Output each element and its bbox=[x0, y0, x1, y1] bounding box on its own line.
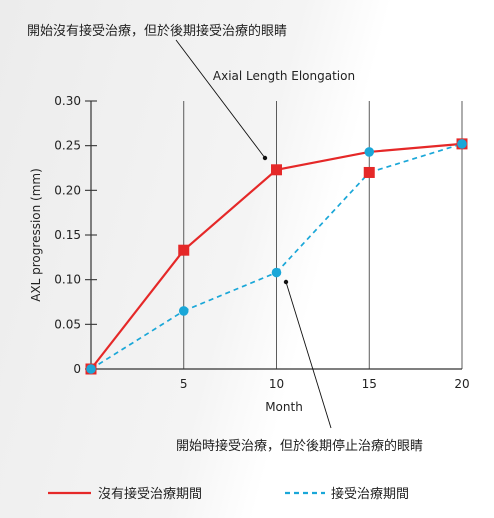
y-axis-label: AXL progression (mm) bbox=[29, 168, 43, 302]
x-tick-label: 10 bbox=[269, 377, 284, 391]
x-ticks: 5 10 15 20 bbox=[180, 377, 470, 391]
y-tick-label: 0.20 bbox=[54, 183, 81, 197]
untreated-point bbox=[178, 244, 190, 256]
annotation-2-dot bbox=[283, 279, 289, 285]
treated-point bbox=[178, 306, 189, 316]
untreated-line-segment bbox=[183, 168, 278, 252]
x-axis-label: Month bbox=[265, 400, 303, 414]
untreated-line-segment bbox=[276, 150, 370, 171]
annotation-1-leader bbox=[175, 39, 266, 159]
y-tick-label: 0.30 bbox=[54, 94, 81, 108]
untreated-line-segment bbox=[90, 249, 185, 370]
treated-line-segment bbox=[90, 310, 185, 370]
y-tick-label: 0.10 bbox=[54, 273, 81, 287]
treated-line-segment bbox=[183, 271, 277, 312]
series-markers bbox=[85, 138, 468, 375]
annotation-2-text: 開始時接受治療，但於後期停止治療的眼睛 bbox=[176, 438, 423, 454]
x-tick-label: 20 bbox=[454, 377, 469, 391]
treated-line-segment bbox=[368, 143, 463, 174]
x-tick-label: 5 bbox=[180, 377, 188, 391]
untreated-point bbox=[363, 166, 375, 178]
annotation-leaders bbox=[175, 39, 332, 429]
annotation-1-text: 開始沒有接受治療，但於後期接受治療的眼睛 bbox=[27, 23, 287, 39]
y-tick-label: 0.25 bbox=[54, 139, 81, 153]
treated-line-segment bbox=[275, 171, 370, 274]
y-tick-label: 0 bbox=[73, 362, 81, 376]
y-tick-label: 0.15 bbox=[54, 228, 81, 242]
untreated-point bbox=[271, 164, 282, 176]
annotation-1-dot bbox=[262, 155, 268, 161]
legend-label-untreated: 沒有接受治療期間 bbox=[98, 486, 202, 502]
y-tick-label: 0.05 bbox=[54, 317, 81, 331]
x-tick-label: 15 bbox=[362, 377, 377, 391]
treated-point bbox=[364, 147, 375, 157]
treated-point bbox=[457, 139, 467, 149]
y-ticks: 0 0.05 0.10 0.15 0.20 0.25 0.30 bbox=[54, 94, 97, 376]
treated-point bbox=[271, 267, 282, 278]
grid-lines bbox=[183, 101, 463, 369]
series-lines bbox=[90, 142, 463, 370]
legend: 沒有接受治療期間 接受治療期間 bbox=[48, 486, 409, 502]
legend-label-treated: 接受治療期間 bbox=[331, 486, 409, 502]
untreated-line-segment bbox=[369, 142, 463, 154]
treated-point bbox=[86, 364, 96, 374]
annotation-2-leader bbox=[285, 281, 332, 429]
chart-title: Axial Length Elongation bbox=[213, 69, 355, 83]
